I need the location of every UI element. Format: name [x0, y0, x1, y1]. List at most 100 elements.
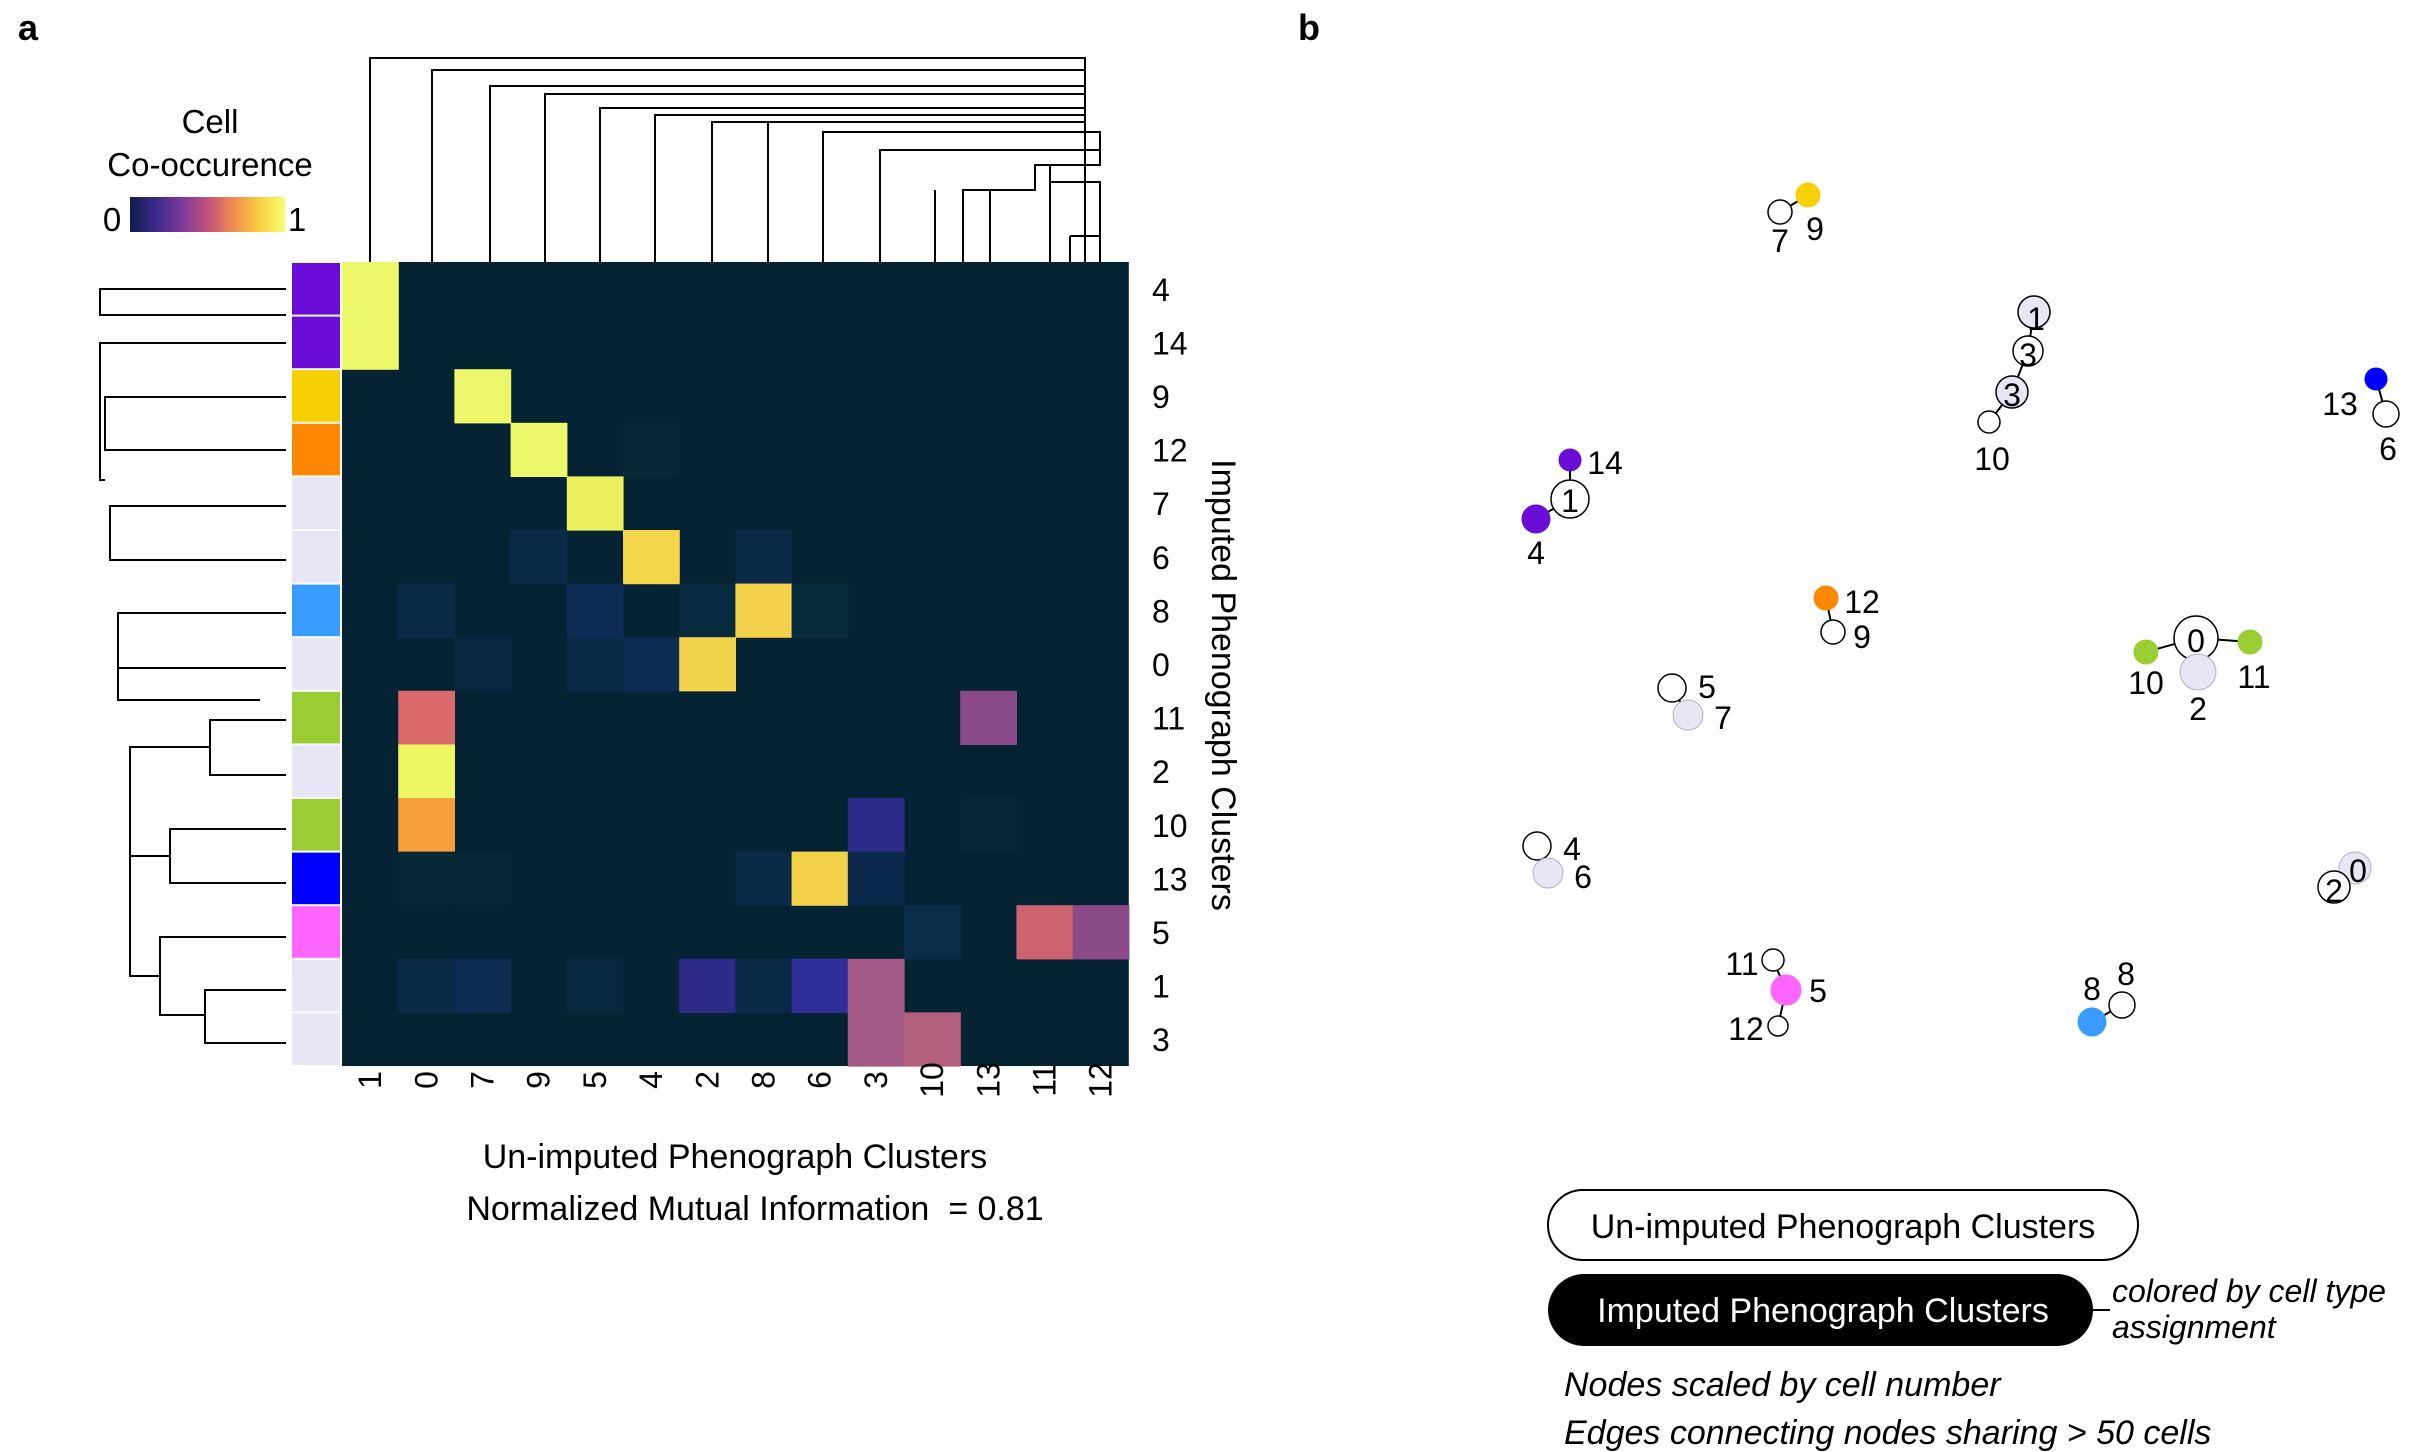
- heatmap-cell-3-10: [904, 1012, 961, 1067]
- nmi-annotation: Normalized Mutual Information = 0.81: [466, 1190, 1043, 1228]
- network-node-imputed-5: [1770, 974, 1802, 1006]
- row-color-13: [292, 852, 340, 905]
- network-node-imputed-12: [1813, 585, 1839, 611]
- network-node-label: 7: [1714, 700, 1732, 736]
- network-node-imputed-14: [1558, 448, 1582, 472]
- heatmap-cell-7-5: [566, 476, 624, 531]
- network-node-label: 1: [2027, 301, 2045, 337]
- y-tick-label: 1: [1152, 969, 1170, 1005]
- x-tick-label: 2: [689, 1071, 725, 1089]
- network-nodes: [1521, 182, 2400, 1037]
- row-color-3: [292, 1013, 340, 1065]
- dendrogram-branch: [1049, 165, 1101, 262]
- row-color-12: [292, 423, 340, 476]
- heatmap-cell-1-7: [454, 958, 512, 1013]
- heatmap-cell-13-6: [791, 851, 849, 906]
- dendrogram-branch: [204, 989, 286, 1044]
- panel-a-label: a: [18, 7, 39, 48]
- network-node-imputed-8: [2077, 1007, 2107, 1037]
- heatmap-cell-0-5: [566, 637, 624, 692]
- x-tick-label: 1: [352, 1071, 388, 1089]
- dendrogram-branch: [822, 131, 1101, 262]
- row-color-9: [292, 370, 340, 422]
- network-node-imputed-4: [1521, 504, 1551, 534]
- y-tick-label: 10: [1152, 808, 1188, 844]
- row-color-2: [292, 745, 340, 797]
- network-node-label: 9: [1853, 619, 1871, 655]
- dendrogram-branch: [599, 107, 1086, 262]
- legend-imputed-pill: [1548, 1274, 2093, 1346]
- network-node-label: 7: [1771, 223, 1789, 259]
- network-node-label: 10: [1974, 441, 2010, 477]
- heatmap-cell-13-3: [847, 851, 905, 906]
- network-node-unimputed-9: [1820, 619, 1846, 645]
- heatmap-cell-4-1: [342, 262, 399, 317]
- y-tick-label: 8: [1152, 593, 1170, 629]
- heatmap-cell-6-8: [735, 530, 793, 585]
- network-node-imputed-2: [2179, 653, 2217, 691]
- x-tick-label: 11: [1027, 1063, 1063, 1096]
- network-node-label: 4: [1527, 535, 1545, 571]
- row-color-5: [292, 906, 340, 958]
- y-tick-label: 0: [1152, 647, 1170, 683]
- x-tick-label: 6: [802, 1071, 838, 1089]
- heatmap-cell-6-9: [510, 530, 568, 585]
- network-node-unimputed-1: [1550, 479, 1590, 519]
- heatmap-cell-9-7: [454, 369, 512, 424]
- dendrogram-branch: [879, 149, 1100, 262]
- heatmap-cell-5-12: [1072, 905, 1130, 960]
- heatmap: [342, 262, 1130, 1067]
- dendrogram-branch: [159, 936, 286, 1016]
- network-node-label: 4: [1563, 831, 1581, 867]
- heatmap-cell-8-2: [679, 583, 736, 638]
- x-tick-label: 4: [633, 1071, 669, 1089]
- network-node-unimputed-8: [2108, 991, 2136, 1019]
- network-node-label: 10: [2128, 665, 2164, 701]
- network-node-unimputed-12: [1767, 1015, 1789, 1037]
- y-tick-label: 5: [1152, 915, 1170, 951]
- x-tick-label: 8: [746, 1071, 782, 1089]
- heatmap-cell-8-0: [398, 583, 455, 638]
- network-node-imputed-0: [2338, 851, 2372, 885]
- heatmap-cell-2-0: [398, 744, 455, 799]
- dendrogram-branch: [99, 342, 286, 481]
- dendrogram-branch: [109, 505, 286, 561]
- y-tick-label: 2: [1152, 754, 1170, 790]
- x-tick-label: 0: [408, 1071, 444, 1089]
- x-tick-label: 5: [577, 1071, 613, 1089]
- heatmap-ylabel: Imputed Phenograph Clusters: [1204, 459, 1242, 911]
- top-dendrogram: [369, 57, 1101, 262]
- network-node-label: 12: [1728, 1011, 1764, 1047]
- row-color-11: [292, 691, 340, 744]
- network-node-unimputed-6: [2372, 400, 2400, 428]
- heatmap-cell-10-13: [960, 798, 1017, 853]
- heatmap-cell-14-1: [342, 315, 399, 370]
- colorbar-min-label: 0: [103, 201, 121, 238]
- network-node-imputed-11: [2237, 629, 2263, 655]
- network-node-unimputed-1: [2017, 295, 2051, 329]
- y-tick-label: 9: [1152, 379, 1170, 415]
- heatmap-cell-1-8: [735, 958, 793, 1013]
- y-tick-label: 7: [1152, 486, 1170, 522]
- colorbar-title-line2: Co-occurence: [107, 146, 312, 183]
- x-tick-label: 3: [858, 1071, 894, 1089]
- network-edges: [1535, 194, 2387, 1027]
- legend-note-scaled: Nodes scaled by cell number: [1564, 1366, 2002, 1404]
- network-node-imputed-6: [1532, 857, 1564, 889]
- network-node-label: 3: [2003, 377, 2021, 413]
- heatmap-cell-0-7: [454, 637, 512, 692]
- network-node-label: 12: [1844, 584, 1880, 620]
- heatmap-cell-10-3: [847, 798, 905, 853]
- dendrogram-branch: [117, 612, 286, 701]
- row-color-6: [292, 531, 340, 583]
- heatmap-cell-8-5: [566, 583, 624, 638]
- y-tick-label: 4: [1152, 272, 1170, 308]
- network-node-unimputed-5: [1657, 673, 1687, 703]
- x-tick-label: 7: [465, 1071, 501, 1089]
- network-node-label: 9: [1806, 211, 1824, 247]
- heatmap-xlabel: Un-imputed Phenograph Clusters: [483, 1138, 988, 1176]
- y-tick-label: 11: [1152, 701, 1185, 737]
- heatmap-cell-13-7: [454, 851, 512, 906]
- legend-imputed-label: Imputed Phenograph Clusters: [1597, 1292, 2049, 1330]
